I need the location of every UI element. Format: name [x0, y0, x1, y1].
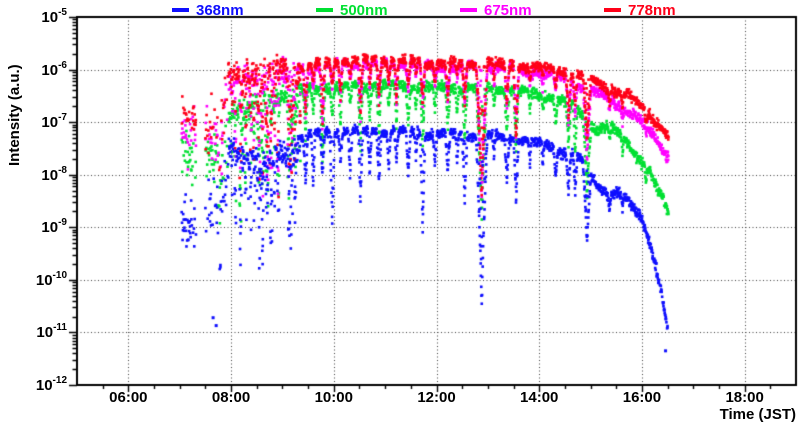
x-tick-label: 18:00 — [725, 389, 764, 406]
x-tick-label: 12:00 — [417, 389, 456, 406]
legend-item-675nm: 675nm — [460, 1, 532, 19]
y-tick-label: 10-11 — [36, 322, 67, 342]
x-tick-label: 08:00 — [211, 389, 251, 406]
x-axis-title: Time (JST) — [719, 406, 796, 423]
legend-marker-368nm-icon — [172, 8, 189, 12]
legend-marker-778nm-icon — [604, 8, 621, 12]
x-tick-label: 14:00 — [520, 389, 559, 406]
legend-item-778nm: 778nm — [604, 1, 676, 19]
legend-item-368nm: 368nm — [172, 1, 244, 19]
y-axis-title: Intensity (a.u.) — [6, 64, 23, 166]
legend-label-500nm: 500nm — [340, 1, 388, 19]
y-tick-label: 10-9 — [41, 217, 67, 237]
x-tick-label: 10:00 — [314, 389, 353, 406]
y-tick-label: 10-10 — [35, 269, 67, 289]
x-tick-label: 16:00 — [622, 389, 662, 406]
legend-marker-675nm-icon — [460, 8, 477, 12]
y-tick-label: 10-7 — [41, 112, 67, 132]
legend-label-778nm: 778nm — [628, 1, 676, 19]
y-tick-label: 10-8 — [41, 164, 67, 184]
legend-item-500nm: 500nm — [316, 1, 388, 19]
y-tick-label: 10-12 — [35, 375, 67, 394]
x-tick-label: 06:00 — [109, 389, 148, 406]
legend-label-368nm: 368nm — [196, 1, 244, 19]
y-tick-label: 10-6 — [41, 59, 67, 79]
y-tick-label: 10-5 — [41, 7, 67, 26]
legend-label-675nm: 675nm — [484, 1, 532, 19]
legend-marker-500nm-icon — [316, 8, 333, 12]
